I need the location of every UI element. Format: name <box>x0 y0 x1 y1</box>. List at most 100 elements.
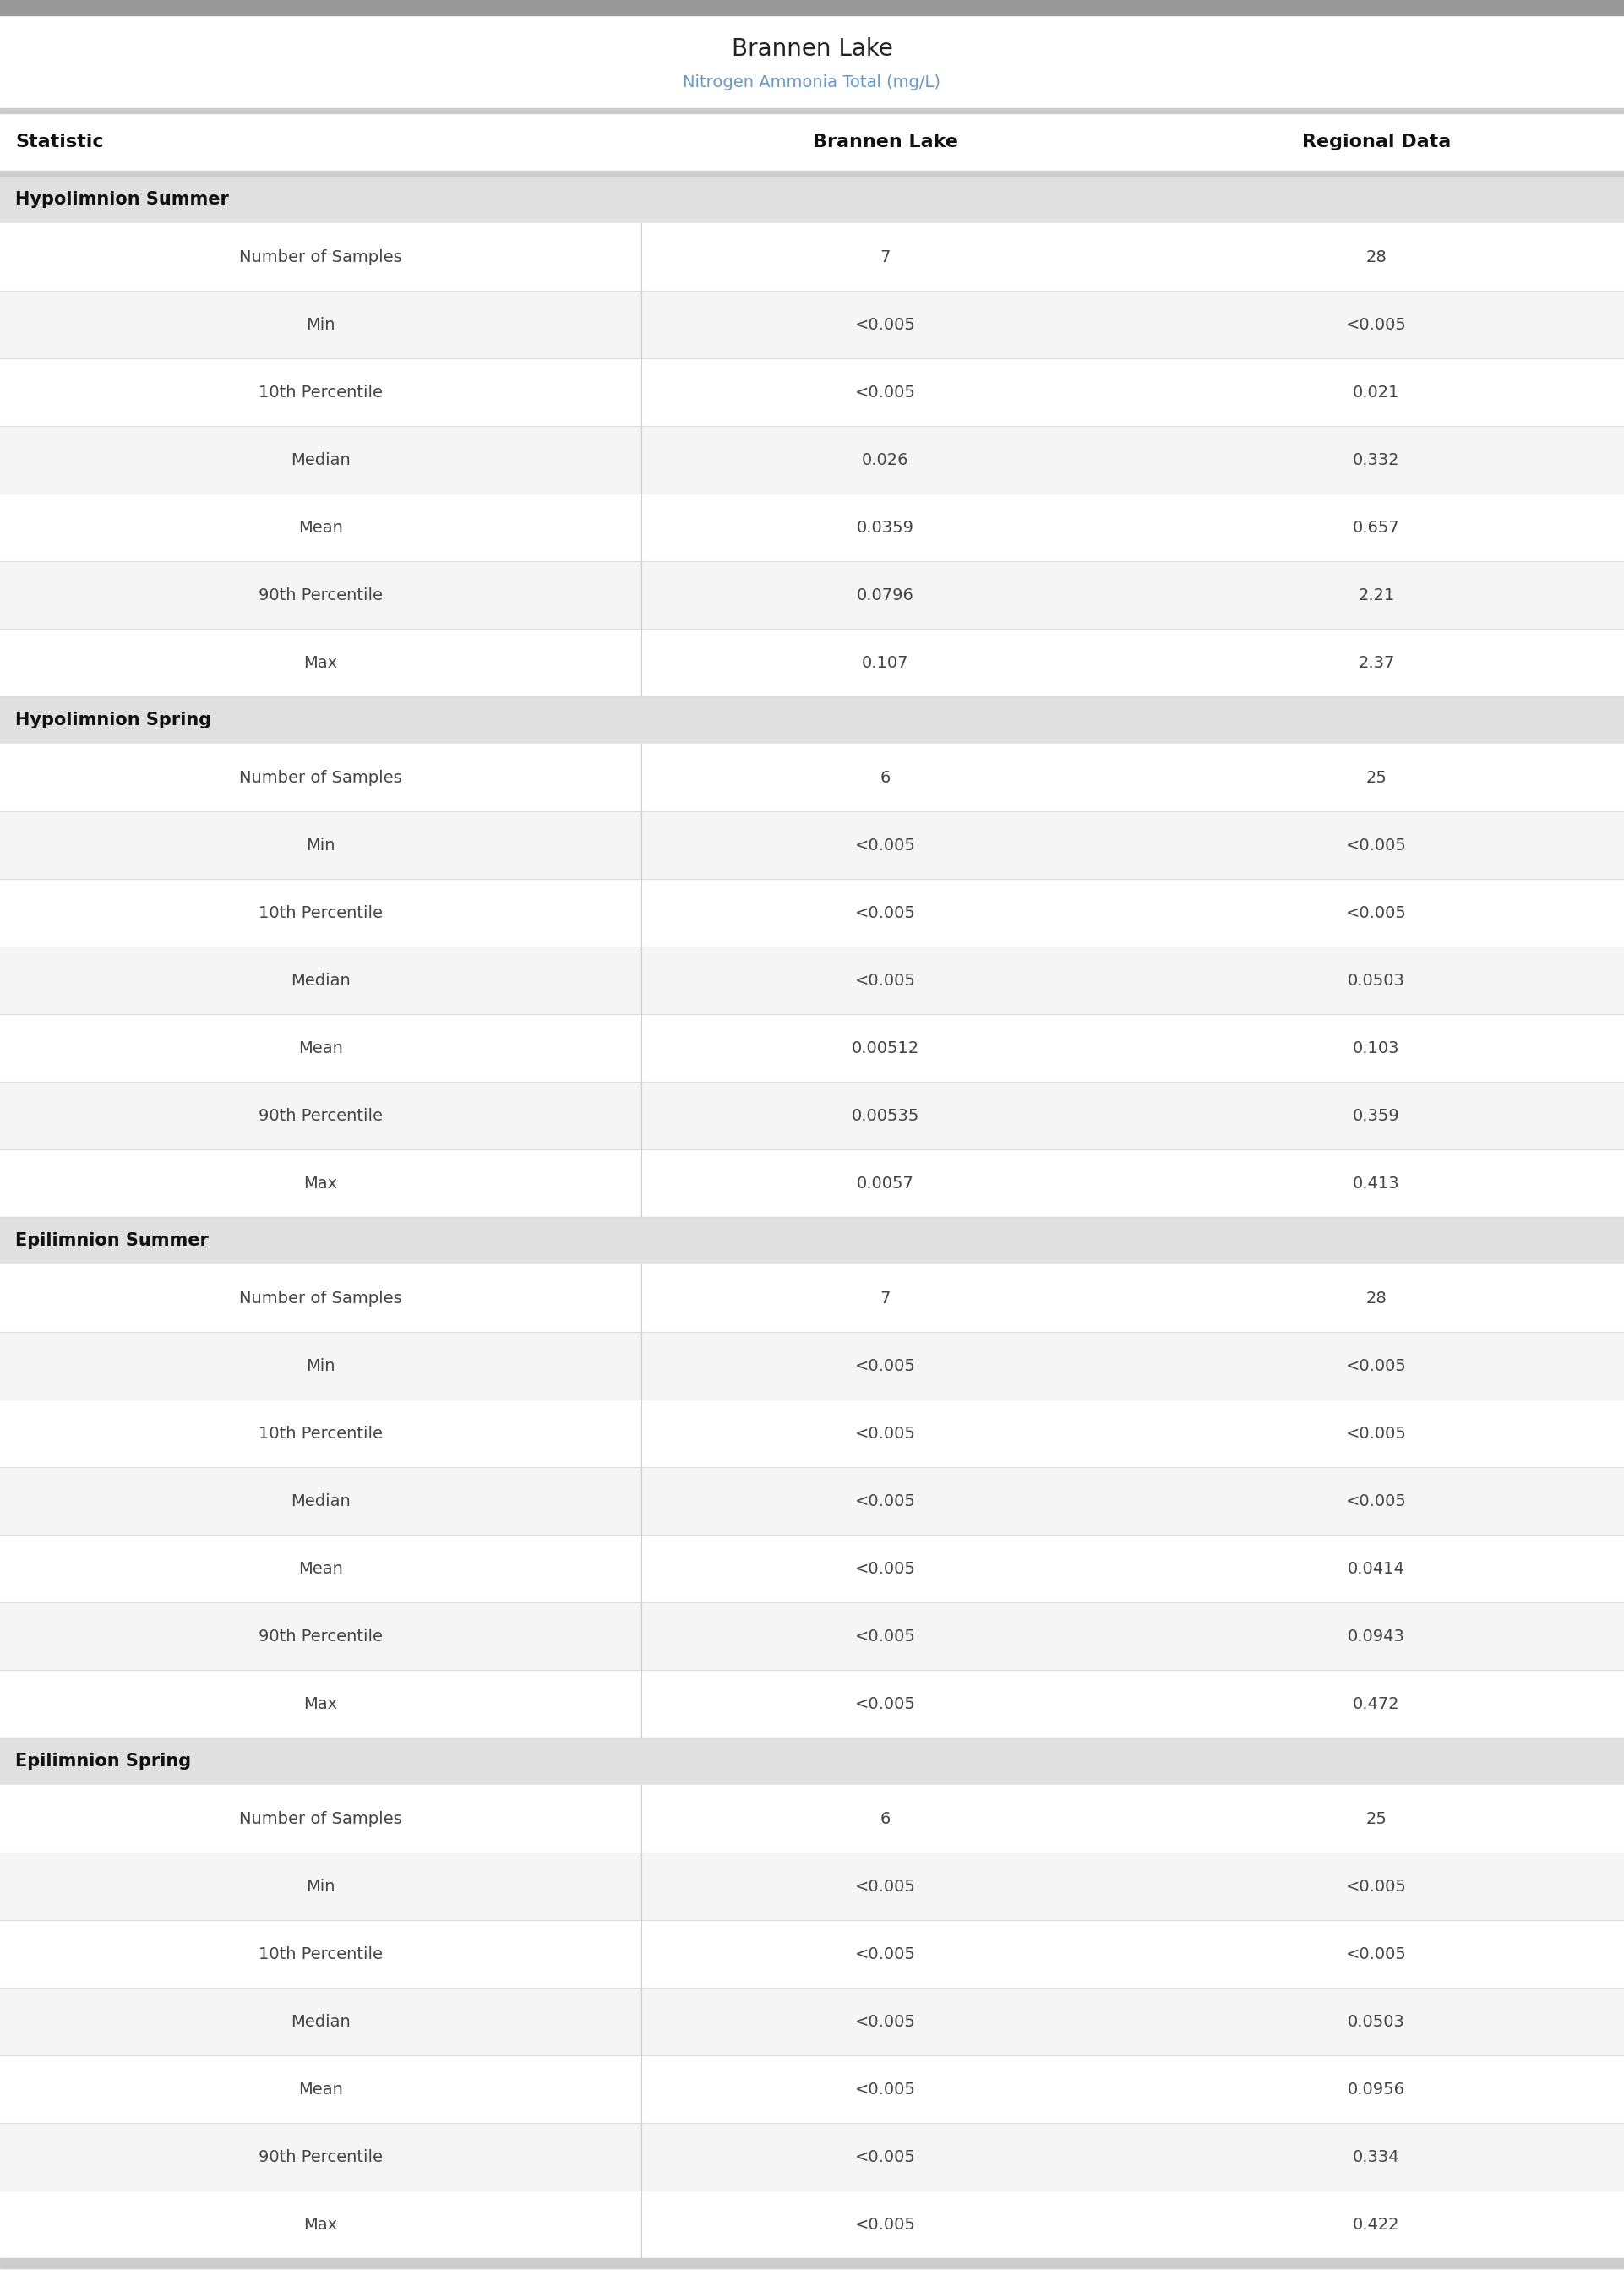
Text: 28: 28 <box>1366 1289 1387 1305</box>
Text: 0.00535: 0.00535 <box>851 1108 919 1124</box>
Text: Min: Min <box>307 1357 335 1373</box>
Text: 2.21: 2.21 <box>1358 588 1395 604</box>
Bar <box>0 697 1624 745</box>
Text: Hypolimnion Spring: Hypolimnion Spring <box>15 711 211 729</box>
Text: Number of Samples: Number of Samples <box>239 1811 403 1827</box>
Bar <box>0 878 1624 947</box>
Text: <0.005: <0.005 <box>854 1494 916 1510</box>
Bar <box>0 1466 1624 1535</box>
Text: 0.00512: 0.00512 <box>851 1040 919 1056</box>
Bar <box>0 1015 1624 1083</box>
Bar <box>0 222 1624 291</box>
Bar <box>0 0 1624 16</box>
Text: 0.332: 0.332 <box>1353 452 1400 468</box>
Text: <0.005: <0.005 <box>1346 906 1406 922</box>
Text: <0.005: <0.005 <box>854 316 916 334</box>
Bar <box>0 493 1624 561</box>
Text: Number of Samples: Number of Samples <box>239 1289 403 1305</box>
Text: <0.005: <0.005 <box>1346 1494 1406 1510</box>
Text: 25: 25 <box>1366 1811 1387 1827</box>
Bar <box>0 1737 1624 1784</box>
Bar <box>0 1217 1624 1264</box>
Bar <box>0 1603 1624 1671</box>
Text: Mean: Mean <box>299 1040 343 1056</box>
Text: 7: 7 <box>880 250 890 266</box>
Text: <0.005: <0.005 <box>854 972 916 987</box>
Text: 7: 7 <box>880 1289 890 1305</box>
Text: Nitrogen Ammonia Total (mg/L): Nitrogen Ammonia Total (mg/L) <box>684 75 940 91</box>
Text: Median: Median <box>291 2013 351 2029</box>
Bar <box>0 1671 1624 1737</box>
Text: 10th Percentile: 10th Percentile <box>258 1426 383 1441</box>
Bar <box>0 2191 1624 2259</box>
Bar <box>0 1920 1624 1989</box>
Text: <0.005: <0.005 <box>854 1628 916 1643</box>
Text: 0.657: 0.657 <box>1353 520 1400 536</box>
Text: 90th Percentile: 90th Percentile <box>258 2150 383 2166</box>
Text: 25: 25 <box>1366 770 1387 785</box>
Text: 0.107: 0.107 <box>862 654 908 670</box>
Text: Number of Samples: Number of Samples <box>239 770 403 785</box>
Bar <box>0 170 1624 175</box>
Text: <0.005: <0.005 <box>854 2216 916 2231</box>
Text: Brannen Lake: Brannen Lake <box>731 36 893 61</box>
Bar <box>0 629 1624 697</box>
Text: 0.0796: 0.0796 <box>856 588 914 604</box>
Bar <box>0 1149 1624 1217</box>
Text: <0.005: <0.005 <box>854 384 916 400</box>
Text: <0.005: <0.005 <box>854 1426 916 1441</box>
Text: Median: Median <box>291 1494 351 1510</box>
Text: 90th Percentile: 90th Percentile <box>258 1628 383 1643</box>
Text: 6: 6 <box>880 770 890 785</box>
Text: 0.0503: 0.0503 <box>1348 2013 1405 2029</box>
Bar <box>0 1784 1624 1852</box>
Text: Hypolimnion Summer: Hypolimnion Summer <box>15 191 229 209</box>
Text: 0.0057: 0.0057 <box>856 1176 914 1192</box>
Text: Mean: Mean <box>299 2082 343 2097</box>
Bar <box>0 2054 1624 2122</box>
Text: <0.005: <0.005 <box>854 838 916 854</box>
Text: <0.005: <0.005 <box>1346 316 1406 334</box>
Bar <box>0 1535 1624 1603</box>
Bar <box>0 1989 1624 2054</box>
Bar <box>0 2259 1624 2268</box>
Text: Max: Max <box>304 2216 338 2231</box>
Text: <0.005: <0.005 <box>1346 1426 1406 1441</box>
Text: Mean: Mean <box>299 520 343 536</box>
Text: 10th Percentile: 10th Percentile <box>258 906 383 922</box>
Bar <box>0 1401 1624 1466</box>
Text: <0.005: <0.005 <box>1346 1945 1406 1961</box>
Text: <0.005: <0.005 <box>1346 1357 1406 1373</box>
Text: Number of Samples: Number of Samples <box>239 250 403 266</box>
Bar <box>0 1852 1624 1920</box>
Text: Min: Min <box>307 1877 335 1895</box>
Text: 6: 6 <box>880 1811 890 1827</box>
Text: <0.005: <0.005 <box>854 1559 916 1578</box>
Text: 0.0956: 0.0956 <box>1348 2082 1405 2097</box>
Text: <0.005: <0.005 <box>854 2150 916 2166</box>
Text: Min: Min <box>307 838 335 854</box>
Bar <box>0 359 1624 427</box>
Text: 0.0943: 0.0943 <box>1348 1628 1405 1643</box>
Text: 0.413: 0.413 <box>1353 1176 1400 1192</box>
Bar <box>0 175 1624 222</box>
Text: 0.0359: 0.0359 <box>856 520 914 536</box>
Text: Mean: Mean <box>299 1559 343 1578</box>
Text: 0.026: 0.026 <box>862 452 908 468</box>
Text: 28: 28 <box>1366 250 1387 266</box>
Bar <box>0 16 1624 109</box>
Text: <0.005: <0.005 <box>854 2013 916 2029</box>
Bar <box>0 109 1624 114</box>
Bar <box>0 745 1624 810</box>
Text: Brannen Lake: Brannen Lake <box>812 134 958 150</box>
Text: 0.472: 0.472 <box>1353 1696 1400 1712</box>
Text: 0.0414: 0.0414 <box>1348 1559 1405 1578</box>
Text: <0.005: <0.005 <box>854 1357 916 1373</box>
Bar <box>0 114 1624 170</box>
Bar <box>0 561 1624 629</box>
Text: <0.005: <0.005 <box>854 1877 916 1895</box>
Text: Regional Data: Regional Data <box>1302 134 1450 150</box>
Text: Median: Median <box>291 972 351 987</box>
Text: 10th Percentile: 10th Percentile <box>258 384 383 400</box>
Bar <box>0 810 1624 878</box>
